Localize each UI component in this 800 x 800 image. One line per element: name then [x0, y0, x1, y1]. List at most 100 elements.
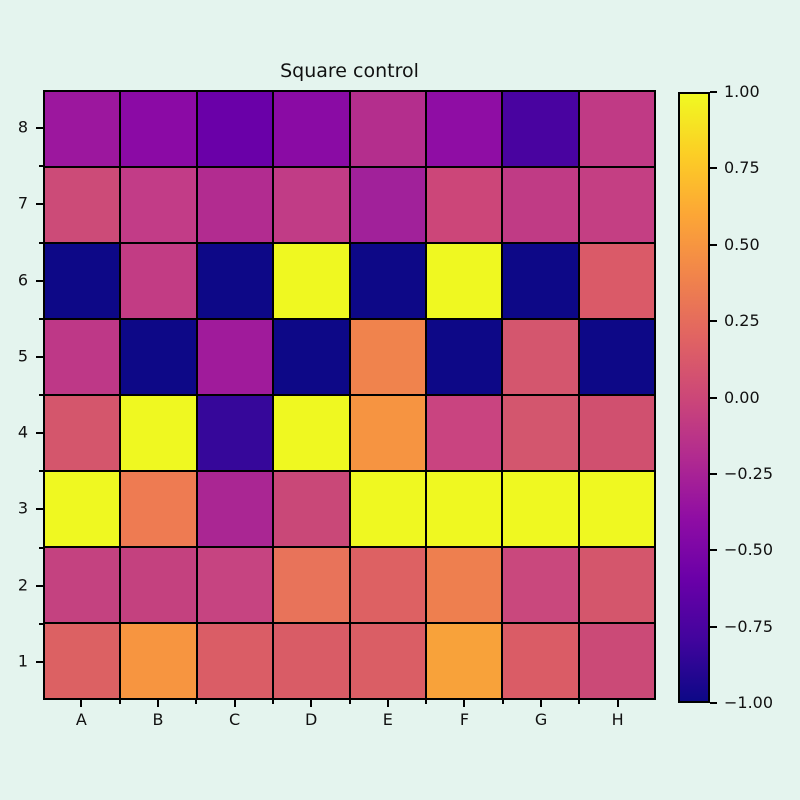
x-axis-tick-label: D — [305, 710, 318, 729]
heatmap-cell — [579, 548, 654, 622]
y-axis-tick — [36, 127, 43, 130]
heatmap-cell — [350, 396, 425, 470]
x-axis-minor-tick — [578, 700, 581, 704]
x-axis-tick-label: A — [75, 710, 87, 729]
heatmap-cell — [274, 624, 349, 698]
y-axis-minor-tick — [39, 622, 43, 625]
colorbar-tick — [710, 625, 717, 628]
y-axis-minor-tick — [39, 165, 43, 168]
x-axis-tick-label: F — [459, 710, 470, 729]
heatmap-cell — [426, 548, 502, 622]
colorbar-tick-label: 0.75 — [724, 158, 760, 178]
heatmap-cell — [197, 624, 273, 698]
heatmap-cell — [426, 320, 502, 394]
y-axis-tick-label: 5 — [17, 346, 28, 366]
colorbar-tick — [710, 472, 717, 475]
x-axis-tick — [233, 700, 236, 707]
y-axis-minor-tick — [39, 317, 43, 320]
heatmap-cell — [579, 320, 654, 394]
y-axis-tick — [36, 279, 43, 282]
x-axis-tick-label: C — [228, 710, 241, 729]
heatmap-cell — [503, 624, 578, 698]
y-axis-tick — [36, 508, 43, 511]
heatmap-cell — [121, 548, 196, 622]
heatmap-cell — [121, 472, 196, 546]
chart-title: Square control — [280, 60, 419, 82]
y-axis-tick-label: 2 — [17, 575, 28, 595]
colorbar — [678, 92, 710, 703]
colorbar-tick-label: 0.25 — [724, 311, 760, 331]
heatmap-cell — [579, 168, 654, 242]
heatmap-cell — [121, 396, 196, 470]
heatmap-cell — [45, 320, 120, 394]
heatmap-cell — [503, 548, 578, 622]
colorbar-tick — [710, 396, 717, 399]
heatmap-cell — [503, 244, 578, 318]
heatmap-cell — [350, 320, 425, 394]
heatmap-cell — [274, 396, 349, 470]
heatmap-cell — [121, 168, 196, 242]
y-axis-tick-label: 7 — [17, 194, 28, 214]
heatmap-cell — [579, 472, 654, 546]
x-axis-tick — [386, 700, 389, 707]
y-axis-tick — [36, 355, 43, 358]
x-axis-tick — [310, 700, 313, 707]
heatmap-cell — [503, 92, 578, 166]
heatmap-cell — [197, 244, 273, 318]
heatmap-cell — [274, 472, 349, 546]
x-axis: A B C D E F G H — [43, 700, 656, 736]
heatmap-cell — [350, 624, 425, 698]
y-axis-tick-label: 3 — [17, 499, 28, 519]
heatmap-cell — [121, 320, 196, 394]
y-axis-tick-label: 4 — [17, 422, 28, 442]
heatmap-cell — [503, 168, 578, 242]
y-axis: 8 7 6 5 4 3 2 1 — [0, 90, 43, 700]
heatmap-cell — [197, 92, 273, 166]
colorbar-tick-label: −0.75 — [724, 616, 774, 636]
x-axis-minor-tick — [348, 700, 351, 704]
heatmap-cell — [503, 472, 578, 546]
heatmap-cell — [350, 168, 425, 242]
x-axis-minor-tick — [271, 700, 274, 704]
heatmap-cell — [197, 396, 273, 470]
x-axis-tick — [616, 700, 619, 707]
heatmap-cell — [579, 244, 654, 318]
x-axis-tick-label: B — [152, 710, 164, 729]
colorbar-tick — [710, 243, 717, 246]
colorbar-tick-label: −1.00 — [724, 693, 774, 712]
heatmap-cell — [274, 244, 349, 318]
colorbar-tick-label: 0.50 — [724, 234, 760, 254]
heatmap-cell — [45, 92, 120, 166]
heatmap-cell — [426, 244, 502, 318]
heatmap-cell — [197, 320, 273, 394]
heatmap-cell — [503, 320, 578, 394]
x-axis-minor-tick — [501, 700, 504, 704]
y-axis-minor-tick — [39, 470, 43, 473]
colorbar-tick — [710, 91, 717, 93]
x-axis-tick-label: G — [534, 710, 548, 729]
y-axis-tick-label: 8 — [17, 117, 28, 137]
heatmap-cell — [45, 168, 120, 242]
y-axis-tick — [36, 660, 43, 663]
heatmap-cell — [350, 244, 425, 318]
colorbar-tick — [710, 702, 717, 704]
x-axis-tick — [463, 700, 466, 707]
heatmap-cell — [350, 472, 425, 546]
heatmap-cell — [45, 472, 120, 546]
y-axis-minor-tick — [39, 241, 43, 244]
heatmap-cell — [45, 396, 120, 470]
heatmap-cell — [197, 472, 273, 546]
heatmap-cell — [579, 92, 654, 166]
heatmap-cell — [426, 168, 502, 242]
heatmap-cell — [350, 548, 425, 622]
heatmap-cell — [197, 168, 273, 242]
x-axis-minor-tick — [118, 700, 121, 704]
colorbar-tick-label: −0.50 — [724, 540, 774, 560]
heatmap-cell — [274, 548, 349, 622]
colorbar-tick — [710, 320, 717, 323]
y-axis-minor-tick — [39, 394, 43, 396]
heatmap-cell — [45, 548, 120, 622]
heatmap-cell — [121, 92, 196, 166]
x-axis-tick-label: E — [382, 710, 393, 729]
